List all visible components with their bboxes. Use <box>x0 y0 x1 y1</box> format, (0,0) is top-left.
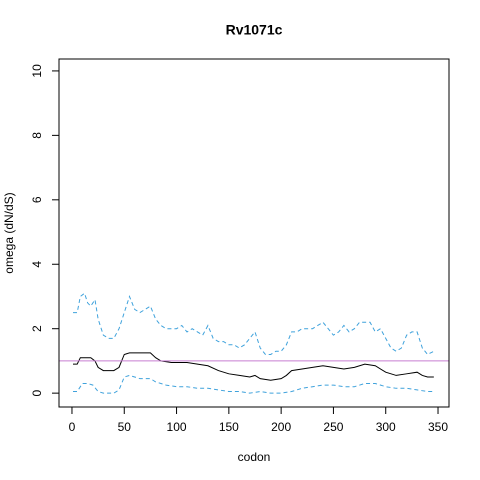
x-tick-label: 50 <box>118 420 132 434</box>
x-tick-label: 150 <box>219 420 239 434</box>
x-tick-label: 200 <box>271 420 291 434</box>
x-axis-label: codon <box>238 450 271 464</box>
y-tick-label: 6 <box>30 196 44 203</box>
x-tick-label: 250 <box>323 420 343 434</box>
chart-title: Rv1071c <box>226 22 283 38</box>
line-series <box>73 352 434 381</box>
y-tick-label: 8 <box>30 132 44 139</box>
x-tick-label: 300 <box>376 420 396 434</box>
x-tick-label: 100 <box>167 420 187 434</box>
y-tick-label: 0 <box>30 389 44 396</box>
y-tick-label: 4 <box>30 261 44 268</box>
y-axis-label: omega (dN/dS) <box>2 192 16 273</box>
x-tick-label: 0 <box>69 420 76 434</box>
line-series <box>73 292 435 356</box>
y-tick-label: 2 <box>30 325 44 332</box>
x-tick-label: 350 <box>428 420 448 434</box>
line-series <box>73 374 434 394</box>
y-tick-label: 10 <box>30 64 44 78</box>
